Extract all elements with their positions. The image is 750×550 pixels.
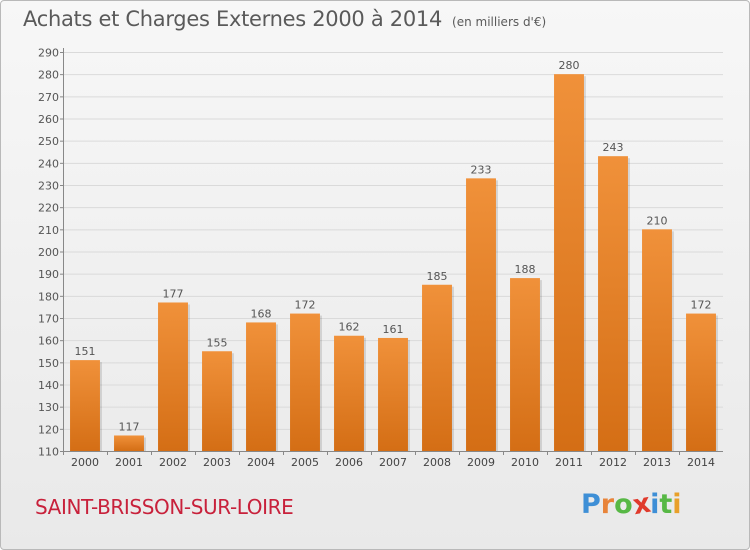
value-label: 280 — [559, 59, 580, 72]
x-tick-label: 2010 — [511, 456, 539, 469]
location-name: SAINT-BRISSON-SUR-LOIRE — [35, 495, 294, 519]
x-tick-label: 2007 — [379, 456, 407, 469]
y-tick-label: 280 — [38, 69, 59, 82]
x-tick-label: 2001 — [115, 456, 143, 469]
logo-letter: P — [581, 489, 601, 520]
y-tick-label: 120 — [38, 423, 59, 436]
bar — [158, 302, 188, 451]
value-label: 151 — [75, 345, 96, 358]
y-tick-label: 170 — [38, 313, 59, 326]
y-tick-label: 240 — [38, 157, 59, 170]
chart-title: Achats et Charges Externes 2000 à 2014 (e… — [23, 7, 546, 31]
axes — [63, 48, 723, 452]
x-tick-label: 2004 — [247, 456, 275, 469]
bar — [246, 322, 276, 451]
x-tick-label: 2002 — [159, 456, 187, 469]
value-label: 185 — [427, 270, 448, 283]
logo-letter: o — [614, 489, 633, 520]
x-tick-label: 2009 — [467, 456, 495, 469]
value-label: 188 — [515, 263, 536, 276]
x-tick-label: 2005 — [291, 456, 319, 469]
y-tick-label: 250 — [38, 135, 59, 148]
bar — [114, 435, 144, 451]
x-tick-label: 2006 — [335, 456, 363, 469]
y-tick-label: 290 — [38, 47, 59, 60]
x-tick-label: 2000 — [71, 456, 99, 469]
bar — [466, 178, 496, 451]
y-tick-label: 180 — [38, 290, 59, 303]
bar — [510, 278, 540, 451]
proxiti-logo: Proxiti — [581, 488, 682, 522]
y-tick-label: 150 — [38, 357, 59, 370]
value-label: 172 — [295, 299, 316, 312]
y-tick-label: 230 — [38, 180, 59, 193]
bar — [334, 335, 364, 451]
bar — [422, 284, 452, 451]
chart-unit-subtitle: (en milliers d'€) — [452, 15, 547, 29]
logo-letter: i — [650, 489, 660, 520]
value-label: 162 — [339, 321, 360, 334]
bar — [554, 74, 584, 452]
x-tick-labels: 2000 2001 2002 2003 2004 2005 2006 2007 2008 2009… — [63, 451, 715, 469]
y-tick-label: 220 — [38, 202, 59, 215]
bar — [686, 313, 716, 451]
value-labels: 151 117 177 155 168 172 162 161 185 233 188 280 243 2… — [75, 59, 712, 433]
y-tick-label: 130 — [38, 401, 59, 414]
bar — [642, 229, 672, 451]
value-label: 161 — [383, 323, 404, 336]
logo-letter: t — [659, 489, 673, 520]
bar — [290, 313, 320, 451]
y-tick-label: 260 — [38, 113, 59, 126]
chart-title-text: Achats et Charges Externes 2000 à 2014 — [23, 7, 443, 31]
bar — [378, 337, 408, 451]
bar — [598, 156, 628, 451]
value-label: 168 — [251, 307, 272, 320]
y-tick-label: 210 — [38, 224, 59, 237]
logo-letter: i — [672, 489, 682, 520]
value-label: 172 — [691, 299, 712, 312]
value-label: 177 — [163, 287, 184, 300]
y-tick-label: 160 — [38, 335, 59, 348]
x-tick-label: 2011 — [555, 456, 583, 469]
value-label: 117 — [119, 420, 140, 433]
x-tick-label: 2008 — [423, 456, 451, 469]
x-tick-label: 2014 — [687, 456, 715, 469]
y-tick-label: 270 — [38, 91, 59, 104]
value-label: 210 — [647, 214, 668, 227]
y-tick-labels: 110 120 130 140 150 160 170 180 190 200 210 220 230 2… — [38, 47, 63, 459]
y-tick-label: 110 — [38, 446, 59, 459]
x-tick-label: 2012 — [599, 456, 627, 469]
logo-letter: r — [600, 489, 615, 520]
bar — [202, 351, 232, 451]
y-tick-label: 140 — [38, 379, 59, 392]
y-tick-label: 190 — [38, 268, 59, 281]
value-label: 243 — [603, 141, 624, 154]
value-label: 233 — [471, 163, 492, 176]
y-tick-label: 200 — [38, 246, 59, 259]
bar — [70, 360, 100, 451]
value-label: 155 — [207, 336, 228, 349]
x-tick-label: 2013 — [643, 456, 671, 469]
x-tick-label: 2003 — [203, 456, 231, 469]
bars — [70, 74, 718, 452]
